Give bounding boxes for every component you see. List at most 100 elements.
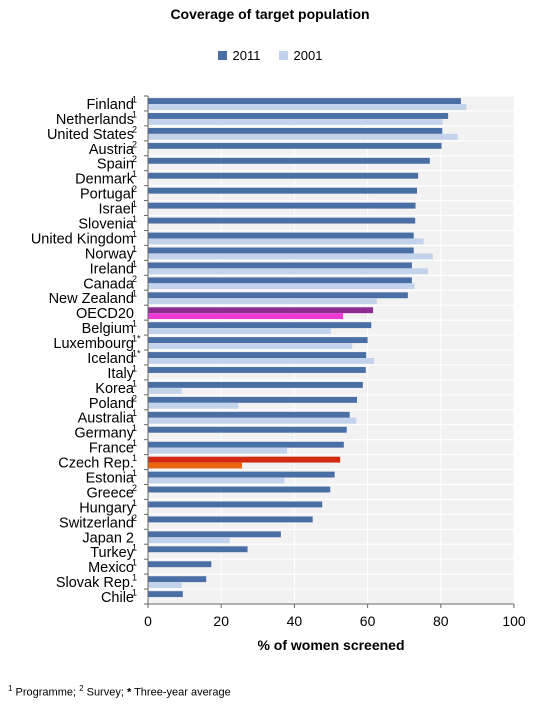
footnote-mark-1: 1 xyxy=(8,684,13,693)
bar-2011-new-zealand xyxy=(148,292,408,299)
y-tick-label-ireland: Ireland xyxy=(90,261,134,277)
y-tick-label-israel: Israel xyxy=(99,202,134,218)
y-tick-footnote-iceland: 1* xyxy=(132,348,141,358)
bar-2001-united-states xyxy=(148,133,458,140)
y-tick-footnote-estonia: 1 xyxy=(132,468,137,478)
y-tick-label-spain: Spain xyxy=(97,157,134,173)
y-tick-label-germany: Germany xyxy=(74,426,134,442)
y-tick-label-united-kingdom: United Kingdom xyxy=(31,231,134,247)
y-tick-footnote-switzerland: 2 xyxy=(132,513,137,523)
bar-2011-korea xyxy=(148,381,363,388)
bar-2011-netherlands xyxy=(148,113,449,119)
bar-2001-japan-2 xyxy=(148,537,230,544)
bar-2001-belgium xyxy=(148,328,331,335)
bar-2011-austria xyxy=(148,142,442,149)
bar-2011-oecd20 xyxy=(148,307,374,314)
bar-2001-netherlands xyxy=(148,118,443,125)
footnote-mark-3: * xyxy=(126,686,132,699)
bar-2011-united-states xyxy=(148,127,443,134)
y-tick-footnote-slovenia: 1 xyxy=(132,214,137,224)
y-tick-footnote-hungary: 1 xyxy=(132,498,137,508)
y-tick-label-turkey: Turkey xyxy=(90,545,135,561)
y-tick-footnote-united-states: 2 xyxy=(132,124,137,134)
footnote-text-1: Programme; xyxy=(12,686,80,699)
y-tick-label-japan-2: Japan 2 xyxy=(82,530,134,546)
bar-2001-france xyxy=(148,447,288,454)
y-tick-footnote-new-zealand: 1 xyxy=(132,289,137,299)
y-tick-label-netherlands: Netherlands xyxy=(56,112,134,128)
y-tick-label-portugal: Portugal xyxy=(80,187,134,203)
y-tick-footnote-slovak-rep: 1 xyxy=(132,573,137,583)
bar-2001-iceland xyxy=(148,358,375,364)
bar-2011-israel xyxy=(148,202,416,209)
bar-2011-finland xyxy=(148,98,461,104)
y-tick-footnote-korea: 1 xyxy=(132,378,137,388)
y-tick-footnote-luxembourg: 1* xyxy=(132,334,141,344)
y-tick-footnote-italy: 1 xyxy=(132,363,137,373)
y-tick-label-estonia: Estonia xyxy=(86,471,135,487)
x-tick-label: 20 xyxy=(213,613,229,629)
y-tick-label-switzerland: Switzerland xyxy=(59,515,134,531)
footnote: 1 Programme; 2 Survey; * Three-year aver… xyxy=(8,684,231,699)
y-tick-footnote-israel: 1 xyxy=(132,199,137,209)
y-tick-footnote-australia: 1 xyxy=(132,408,137,418)
bar-2011-denmark xyxy=(148,172,419,179)
y-tick-label-canada: Canada xyxy=(83,276,135,292)
y-tick-label-luxembourg: Luxembourg xyxy=(53,336,134,352)
bar-2011-united-kingdom xyxy=(148,232,414,239)
bar-2001-norway xyxy=(148,253,433,260)
legend-swatch-2011 xyxy=(217,51,227,60)
legend: 2011 2001 xyxy=(0,48,540,63)
y-tick-footnote-denmark: 1 xyxy=(132,169,137,179)
y-tick-footnote-norway: 1 xyxy=(132,244,137,254)
bar-2011-turkey xyxy=(148,546,248,553)
footnote-text-3: Three-year average xyxy=(131,686,231,699)
legend-item-2001: 2001 xyxy=(278,48,323,63)
y-tick-footnote-chile: 1 xyxy=(132,588,137,598)
bar-2001-korea xyxy=(148,387,182,394)
bar-2001-oecd20 xyxy=(148,313,344,320)
y-tick-footnote-canada: 2 xyxy=(132,274,137,284)
y-tick-footnote-germany: 1 xyxy=(132,423,137,433)
y-tick-label-norway: Norway xyxy=(85,246,135,262)
bar-2011-japan-2 xyxy=(148,531,281,538)
y-tick-footnote-united-kingdom: 1 xyxy=(132,229,137,239)
bar-2011-slovenia xyxy=(148,217,416,224)
y-tick-footnote-netherlands: 1 xyxy=(132,109,137,119)
bar-2001-estonia xyxy=(148,477,285,484)
bar-2001-new-zealand xyxy=(148,298,377,305)
chart-title: Coverage of target population xyxy=(170,6,370,22)
y-tick-label-denmark: Denmark xyxy=(75,172,135,188)
y-tick-label-austria: Austria xyxy=(89,142,135,158)
legend-label-2011: 2011 xyxy=(232,48,261,63)
x-axis-title: % of women screened xyxy=(257,637,405,653)
bar-2001-united-kingdom xyxy=(148,238,424,245)
x-tick-label: 80 xyxy=(433,613,449,629)
bar-2011-spain xyxy=(148,157,430,164)
footnote-mark-2: 2 xyxy=(79,684,84,693)
bar-2011-iceland xyxy=(148,352,367,358)
y-tick-footnote-portugal: 2 xyxy=(132,184,137,194)
bar-2001-canada xyxy=(148,283,415,290)
bar-2001-luxembourg xyxy=(148,343,353,349)
y-tick-footnote-czech-rep: 1 xyxy=(132,453,137,463)
bar-2011-portugal xyxy=(148,187,418,194)
footnote-text-2: Survey; xyxy=(83,686,127,699)
y-tick-footnote-belgium: 1 xyxy=(132,319,137,329)
bar-2001-slovak-rep xyxy=(148,582,182,589)
x-tick-label: 60 xyxy=(360,613,376,629)
x-tick-label: 100 xyxy=(502,613,526,629)
y-tick-footnote-spain: 2 xyxy=(132,154,137,164)
legend-label-2001: 2001 xyxy=(293,48,323,63)
bar-2011-france xyxy=(148,441,344,448)
bar-2011-czech-rep xyxy=(148,456,341,463)
bar-2011-slovak-rep xyxy=(148,576,207,583)
y-tick-footnote-austria: 2 xyxy=(132,139,137,149)
bar-2011-italy xyxy=(148,367,366,373)
y-tick-footnote-finland: 1 xyxy=(132,94,137,104)
legend-swatch-2001 xyxy=(278,51,288,60)
y-tick-label-poland: Poland xyxy=(89,396,134,412)
y-tick-footnote-greece: 2 xyxy=(132,483,137,493)
y-tick-label-slovenia: Slovenia xyxy=(78,217,135,233)
